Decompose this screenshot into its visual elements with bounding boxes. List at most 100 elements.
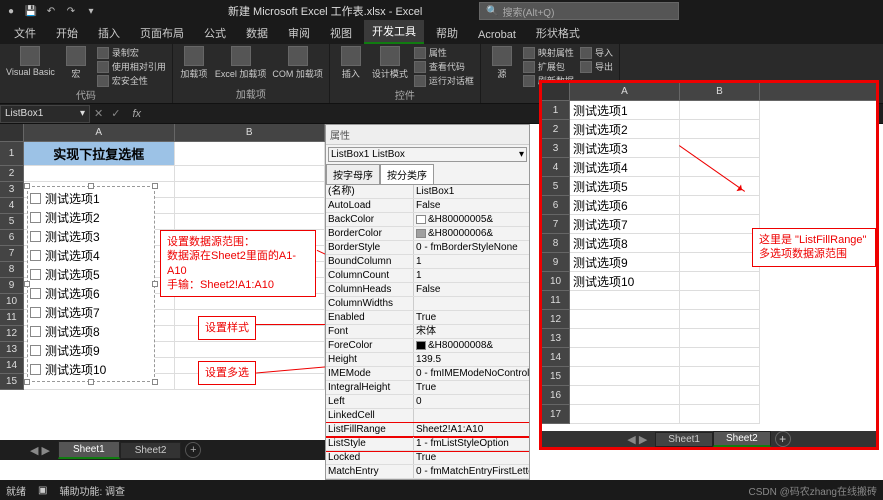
property-value[interactable] [414, 297, 529, 310]
ribbon-small-button[interactable]: 映射属性 [523, 46, 574, 59]
listbox-checkbox[interactable] [30, 288, 41, 299]
row-header[interactable]: 7 [0, 246, 24, 262]
cell[interactable]: 测试选项10 [570, 272, 680, 291]
row-header[interactable]: 14 [542, 348, 570, 367]
ribbon-tab-1[interactable]: 开始 [48, 22, 86, 44]
row-header[interactable]: 5 [542, 177, 570, 196]
property-row[interactable]: Font宋体 [326, 325, 529, 339]
ribbon-tab-5[interactable]: 数据 [238, 22, 276, 44]
property-value[interactable]: 1 [414, 269, 529, 282]
cell[interactable] [680, 272, 760, 291]
cell[interactable] [570, 405, 680, 424]
cell[interactable]: 测试选项3 [570, 139, 680, 158]
save-icon[interactable]: 💾 [24, 4, 38, 18]
row-header[interactable]: 9 [0, 278, 24, 294]
listbox-checkbox[interactable] [30, 345, 41, 356]
property-row[interactable]: IntegralHeightTrue [326, 381, 529, 395]
row-header[interactable]: 4 [0, 198, 24, 214]
row-header[interactable]: 6 [0, 230, 24, 246]
listbox-item[interactable]: 测试选项2 [30, 208, 152, 227]
ribbon-tab-7[interactable]: 视图 [322, 22, 360, 44]
row-header[interactable]: 10 [0, 294, 24, 310]
undo-icon[interactable]: ↶ [44, 4, 58, 18]
cell[interactable] [175, 166, 326, 182]
cell[interactable] [680, 348, 760, 367]
row-header[interactable]: 9 [542, 253, 570, 272]
cell[interactable] [680, 310, 760, 329]
property-row[interactable]: ColumnWidths [326, 297, 529, 311]
cell[interactable] [680, 234, 760, 253]
ribbon-small-button[interactable]: 扩展包 [523, 60, 574, 73]
property-value[interactable]: 0 - fmMatchEntryFirstLetter [414, 465, 529, 478]
ribbon-button[interactable]: Excel 加载项 [215, 46, 267, 80]
ribbon-tab-9[interactable]: 帮助 [428, 22, 466, 44]
cell[interactable] [680, 253, 760, 272]
properties-tab-category[interactable]: 按分类序 [380, 164, 434, 184]
cell[interactable]: 测试选项5 [570, 177, 680, 196]
listbox-control[interactable]: 测试选项1测试选项2测试选项3测试选项4测试选项5测试选项6测试选项7测试选项8… [27, 186, 155, 382]
listbox-checkbox[interactable] [30, 212, 41, 223]
ribbon-tab-3[interactable]: 页面布局 [132, 22, 192, 44]
cell[interactable] [570, 329, 680, 348]
cell[interactable] [570, 348, 680, 367]
property-value[interactable]: True [414, 381, 529, 394]
cell[interactable] [570, 310, 680, 329]
sheet2-nav-icons[interactable]: ◀ ▶ [627, 433, 647, 446]
property-row[interactable]: Height139.5 [326, 353, 529, 367]
sheet2-col-a[interactable]: A [570, 83, 680, 100]
properties-object-selector[interactable]: ListBox1 ListBox ▾ [328, 147, 527, 162]
resize-handle-sw[interactable] [24, 379, 30, 385]
sheet2-tab-sheet2[interactable]: Sheet2 [713, 431, 771, 447]
ribbon-tab-11[interactable]: 形状格式 [528, 22, 588, 44]
property-value[interactable]: 1 - fmListStyleOption [414, 437, 529, 450]
property-value[interactable]: True [414, 451, 529, 464]
cell[interactable] [175, 342, 326, 358]
ribbon-tab-6[interactable]: 审阅 [280, 22, 318, 44]
property-row[interactable]: Left0 [326, 395, 529, 409]
qat-dropdown-icon[interactable]: ▾ [84, 4, 98, 18]
ribbon-small-button[interactable]: 录制宏 [97, 46, 166, 59]
row-header[interactable]: 11 [0, 310, 24, 326]
sheet2-tab-sheet1[interactable]: Sheet1 [655, 432, 713, 447]
cell[interactable] [24, 166, 175, 182]
listbox-item[interactable]: 测试选项9 [30, 341, 152, 360]
select-all-corner[interactable] [0, 124, 24, 141]
cell[interactable] [680, 386, 760, 405]
property-row[interactable]: AutoLoadFalse [326, 199, 529, 213]
cell[interactable] [680, 215, 760, 234]
ribbon-button[interactable]: COM 加载项 [272, 46, 323, 80]
cell[interactable] [680, 177, 760, 196]
sheet2-select-all-corner[interactable] [542, 83, 570, 100]
property-value[interactable]: 0 - fmIMEModeNoControl [414, 367, 529, 380]
cell[interactable]: 测试选项1 [570, 101, 680, 120]
listbox-item[interactable]: 测试选项10 [30, 360, 152, 379]
property-row[interactable]: MatchEntry0 - fmMatchEntryFirstLetter [326, 465, 529, 479]
add-sheet-button[interactable]: + [185, 442, 201, 458]
row-header[interactable]: 8 [542, 234, 570, 253]
ribbon-small-button[interactable]: 运行对话框 [414, 74, 474, 87]
row-header[interactable]: 1 [0, 142, 24, 166]
cell[interactable] [175, 214, 326, 230]
listbox-checkbox[interactable] [30, 364, 41, 375]
row-header[interactable]: 13 [0, 342, 24, 358]
ribbon-tab-8[interactable]: 开发工具 [364, 20, 424, 44]
property-value[interactable]: False [414, 283, 529, 296]
resize-handle-e[interactable] [152, 281, 158, 287]
cell[interactable] [680, 367, 760, 386]
ribbon-button[interactable]: 插入 [336, 46, 366, 80]
property-value[interactable]: &H80000008& [414, 339, 529, 352]
cell[interactable]: 测试选项6 [570, 196, 680, 215]
cell[interactable]: 测试选项4 [570, 158, 680, 177]
cell[interactable] [175, 198, 326, 214]
row-header[interactable]: 15 [0, 374, 24, 390]
cell[interactable] [570, 291, 680, 310]
cell[interactable] [570, 367, 680, 386]
property-value[interactable]: &H80000005& [414, 213, 529, 226]
property-value[interactable]: 0 - fmBorderStyleNone [414, 241, 529, 254]
resize-handle-se[interactable] [152, 379, 158, 385]
name-box-dropdown-icon[interactable]: ▾ [80, 108, 85, 119]
properties-object-dropdown-icon[interactable]: ▾ [519, 149, 524, 160]
ribbon-button[interactable]: Visual Basic [6, 46, 55, 77]
row-header[interactable]: 15 [542, 367, 570, 386]
properties-tab-alpha[interactable]: 按字母序 [326, 164, 380, 184]
